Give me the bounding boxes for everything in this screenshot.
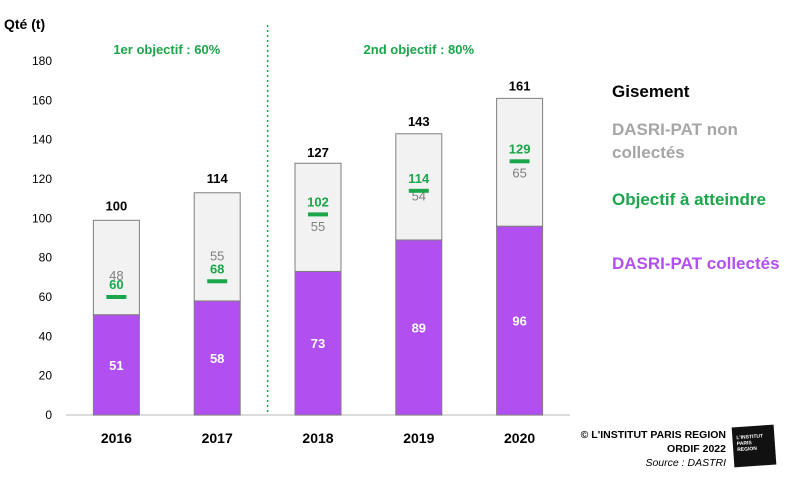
institut-logo: L'INSTITUT PARIS REGION (731, 424, 777, 468)
label-collected: 58 (210, 351, 224, 366)
x-tick-label: 2019 (403, 430, 434, 446)
label-not-collected: 48 (109, 268, 123, 283)
credit-source: Source : DASTRI (645, 457, 726, 469)
label-target: 60 (109, 277, 123, 292)
credit-copyright: © L'INSTITUT PARIS REGION (580, 429, 726, 441)
label-total: 127 (307, 145, 329, 160)
label-total: 143 (408, 114, 430, 129)
phase-label: 1er objectif : 60% (113, 42, 220, 57)
phase-label: 2nd objectif : 80% (364, 42, 475, 57)
legend-not-collected: DASRI-PAT non collectés (612, 120, 738, 162)
bar-not-collected (395, 133, 443, 241)
bar-collected (193, 300, 241, 416)
label-not-collected: 55 (210, 249, 224, 264)
label-not-collected: 55 (311, 219, 325, 234)
x-tick-label: 2017 (202, 430, 233, 446)
label-total: 114 (207, 171, 229, 186)
x-tick-label: 2020 (504, 430, 535, 446)
y-tick-label: 100 (32, 211, 52, 225)
y-tick-label: 140 (32, 133, 52, 147)
y-tick-label: 20 (39, 369, 53, 383)
legend-collected: DASRI-PAT collectés (612, 254, 780, 273)
bar-collected (496, 225, 544, 416)
label-total: 100 (106, 198, 128, 213)
y-tick-label: 160 (32, 93, 52, 107)
target-marker (106, 295, 127, 299)
label-collected: 89 (412, 320, 426, 335)
bar-collected (395, 239, 443, 416)
target-marker (308, 212, 328, 217)
y-axis-title: Qté (t) (4, 16, 45, 32)
label-target: 114 (408, 171, 430, 186)
label-total: 161 (509, 78, 531, 93)
y-tick-label: 0 (45, 408, 52, 422)
bar-collected (92, 314, 140, 416)
legend-title: Gisement (612, 82, 690, 101)
label-not-collected: 65 (512, 166, 526, 181)
label-target: 102 (307, 194, 329, 209)
bar-collected (294, 270, 342, 416)
target-marker (408, 188, 429, 193)
label-collected: 96 (512, 314, 526, 329)
credit-ordif: ORDIF 2022 (667, 443, 726, 455)
bar-not-collected (193, 192, 241, 302)
bar-not-collected (294, 162, 342, 272)
legend-target: Objectif à atteindre (612, 190, 766, 209)
label-collected: 73 (311, 336, 325, 351)
y-tick-label: 40 (39, 329, 53, 343)
target-marker (207, 279, 228, 284)
y-tick-label: 80 (39, 251, 53, 265)
y-tick-label: 120 (32, 172, 52, 186)
x-tick-label: 2018 (302, 430, 333, 446)
label-target: 129 (509, 141, 531, 156)
y-tick-label: 60 (39, 290, 53, 304)
label-target: 68 (210, 261, 224, 276)
x-tick-label: 2016 (101, 430, 132, 446)
credits: © L'INSTITUT PARIS REGION ORDIF 2022 Sou… (581, 428, 726, 470)
target-marker (509, 159, 530, 164)
y-tick-label: 180 (32, 54, 52, 68)
label-collected: 51 (109, 358, 123, 373)
